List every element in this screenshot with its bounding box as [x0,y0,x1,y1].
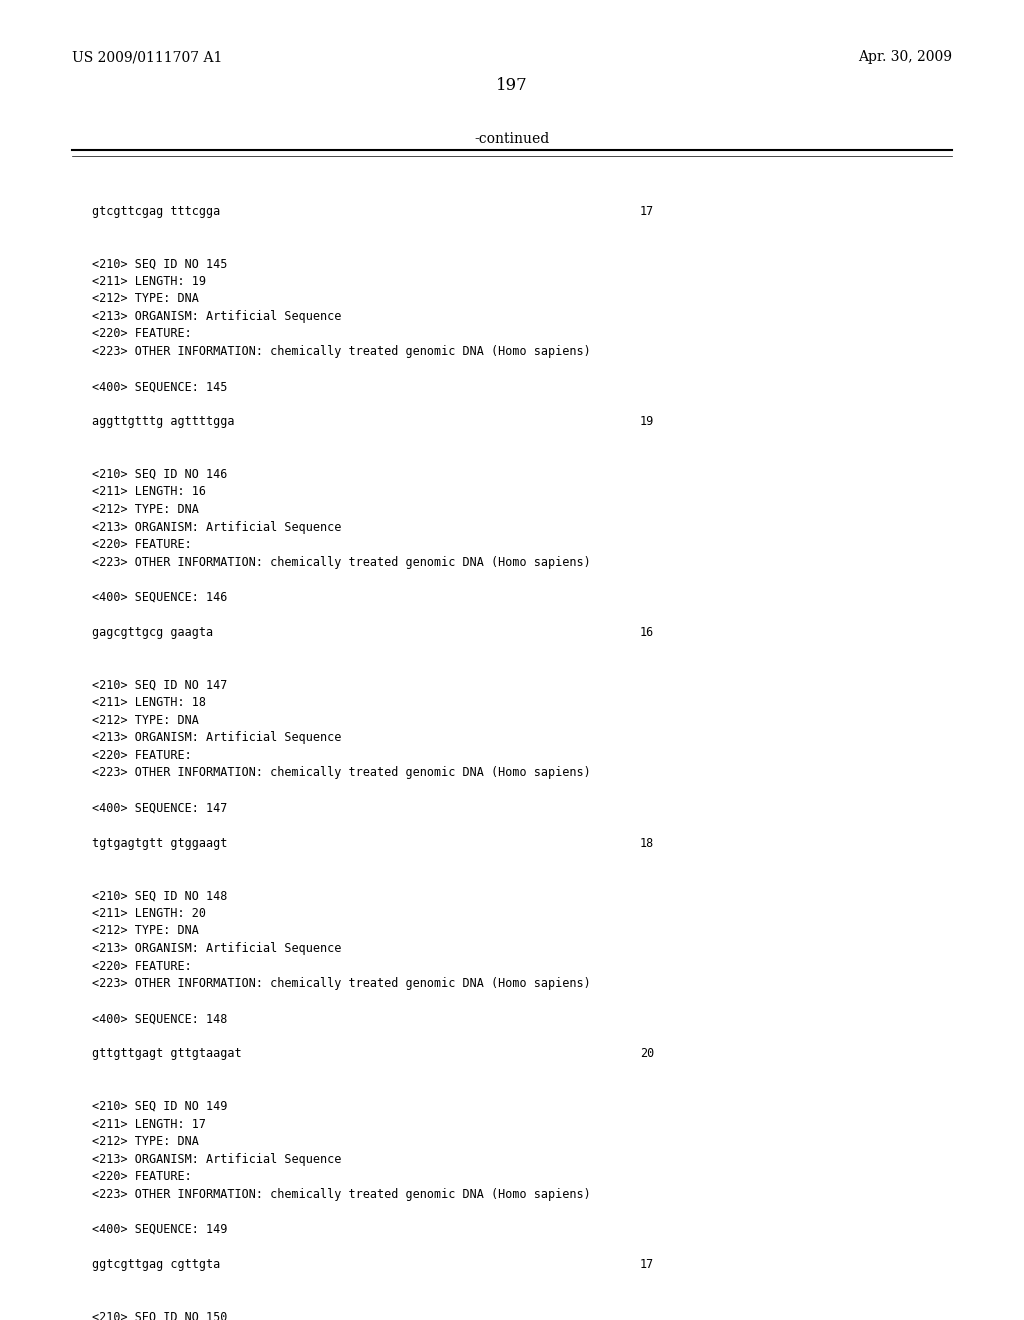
Text: <210> SEQ ID NO 146: <210> SEQ ID NO 146 [92,467,227,480]
Text: <400> SEQUENCE: 147: <400> SEQUENCE: 147 [92,801,227,814]
Text: <211> LENGTH: 18: <211> LENGTH: 18 [92,696,206,709]
Text: tgtgagtgtt gtggaagt: tgtgagtgtt gtggaagt [92,837,227,850]
Text: <210> SEQ ID NO 147: <210> SEQ ID NO 147 [92,678,227,692]
Text: 17: 17 [640,205,654,218]
Text: <211> LENGTH: 20: <211> LENGTH: 20 [92,907,206,920]
Text: <213> ORGANISM: Artificial Sequence: <213> ORGANISM: Artificial Sequence [92,731,342,744]
Text: <220> FEATURE:: <220> FEATURE: [92,748,191,762]
Text: gttgttgagt gttgtaagat: gttgttgagt gttgtaagat [92,1047,242,1060]
Text: <213> ORGANISM: Artificial Sequence: <213> ORGANISM: Artificial Sequence [92,1152,342,1166]
Text: <223> OTHER INFORMATION: chemically treated genomic DNA (Homo sapiens): <223> OTHER INFORMATION: chemically trea… [92,767,591,779]
Text: <210> SEQ ID NO 145: <210> SEQ ID NO 145 [92,257,227,271]
Text: <211> LENGTH: 17: <211> LENGTH: 17 [92,1118,206,1130]
Text: -continued: -continued [474,132,550,147]
Text: Apr. 30, 2009: Apr. 30, 2009 [858,50,952,65]
Text: 197: 197 [496,77,528,94]
Text: 20: 20 [640,1047,654,1060]
Text: <400> SEQUENCE: 145: <400> SEQUENCE: 145 [92,380,227,393]
Text: <212> TYPE: DNA: <212> TYPE: DNA [92,1135,199,1148]
Text: <220> FEATURE:: <220> FEATURE: [92,539,191,552]
Text: ggtcgttgag cgttgta: ggtcgttgag cgttgta [92,1258,220,1271]
Text: 19: 19 [640,416,654,428]
Text: <212> TYPE: DNA: <212> TYPE: DNA [92,292,199,305]
Text: <212> TYPE: DNA: <212> TYPE: DNA [92,924,199,937]
Text: <213> ORGANISM: Artificial Sequence: <213> ORGANISM: Artificial Sequence [92,310,342,323]
Text: gtcgttcgag tttcgga: gtcgttcgag tttcgga [92,205,220,218]
Text: <212> TYPE: DNA: <212> TYPE: DNA [92,503,199,516]
Text: <220> FEATURE:: <220> FEATURE: [92,1170,191,1183]
Text: <211> LENGTH: 19: <211> LENGTH: 19 [92,275,206,288]
Text: <400> SEQUENCE: 146: <400> SEQUENCE: 146 [92,591,227,603]
Text: gagcgttgcg gaagta: gagcgttgcg gaagta [92,626,213,639]
Text: 17: 17 [640,1258,654,1271]
Text: 18: 18 [640,837,654,850]
Text: <220> FEATURE:: <220> FEATURE: [92,960,191,973]
Text: <213> ORGANISM: Artificial Sequence: <213> ORGANISM: Artificial Sequence [92,942,342,954]
Text: <223> OTHER INFORMATION: chemically treated genomic DNA (Homo sapiens): <223> OTHER INFORMATION: chemically trea… [92,556,591,569]
Text: <212> TYPE: DNA: <212> TYPE: DNA [92,714,199,727]
Text: US 2009/0111707 A1: US 2009/0111707 A1 [72,50,222,65]
Text: <210> SEQ ID NO 150: <210> SEQ ID NO 150 [92,1311,227,1320]
Text: 16: 16 [640,626,654,639]
Text: <220> FEATURE:: <220> FEATURE: [92,327,191,341]
Text: <223> OTHER INFORMATION: chemically treated genomic DNA (Homo sapiens): <223> OTHER INFORMATION: chemically trea… [92,1188,591,1201]
Text: <213> ORGANISM: Artificial Sequence: <213> ORGANISM: Artificial Sequence [92,520,342,533]
Text: <211> LENGTH: 16: <211> LENGTH: 16 [92,486,206,499]
Text: <210> SEQ ID NO 149: <210> SEQ ID NO 149 [92,1100,227,1113]
Text: <223> OTHER INFORMATION: chemically treated genomic DNA (Homo sapiens): <223> OTHER INFORMATION: chemically trea… [92,345,591,358]
Text: <223> OTHER INFORMATION: chemically treated genomic DNA (Homo sapiens): <223> OTHER INFORMATION: chemically trea… [92,977,591,990]
Text: <400> SEQUENCE: 149: <400> SEQUENCE: 149 [92,1222,227,1236]
Text: <400> SEQUENCE: 148: <400> SEQUENCE: 148 [92,1012,227,1026]
Text: <210> SEQ ID NO 148: <210> SEQ ID NO 148 [92,890,227,903]
Text: aggttgtttg agttttgga: aggttgtttg agttttgga [92,416,234,428]
